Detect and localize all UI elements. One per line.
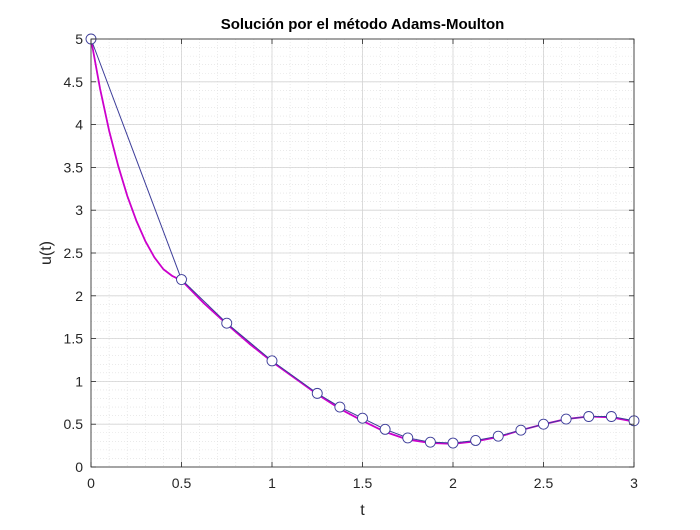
series-point	[334, 401, 346, 413]
y-tick-label: 3	[75, 202, 83, 218]
series-point	[311, 387, 323, 399]
x-tick-label: 2	[449, 475, 457, 491]
series-point	[266, 355, 278, 367]
x-tick-label: 3	[630, 475, 638, 491]
y-tick-label: 4.5	[64, 74, 84, 90]
series-point	[605, 411, 617, 422]
y-tick-label: 3.5	[64, 159, 84, 175]
series-point	[176, 274, 187, 285]
series-point	[538, 418, 549, 430]
y-tick-label: 0.5	[64, 416, 84, 432]
y-tick-label: 5	[75, 31, 83, 47]
series-point	[379, 423, 391, 435]
y-tick-label: 1	[75, 373, 83, 389]
x-tick-label: 0.5	[172, 475, 192, 491]
x-tick-label: 1	[268, 475, 276, 491]
y-tick-label: 0	[75, 459, 83, 475]
series-point	[560, 413, 572, 425]
x-tick-label: 1.5	[353, 475, 373, 491]
y-tick-label: 4	[75, 117, 83, 133]
y-tick-label: 2	[75, 288, 83, 304]
series-layer	[85, 33, 640, 449]
series-point	[492, 430, 504, 442]
series-point	[583, 411, 595, 422]
series-point	[402, 432, 414, 444]
y-tick-label: 1.5	[64, 331, 84, 347]
tick-labels: 0 0.5 1 1.5 2 2.5 3 0 0.5 1 1.5 2 2.5 3 3.5 4 4.5 5	[64, 31, 639, 491]
series-point	[221, 317, 233, 329]
series-point	[470, 435, 482, 446]
series-point	[357, 412, 368, 424]
series-point	[515, 424, 527, 436]
ticks	[90, 38, 635, 468]
series-point	[424, 436, 436, 448]
x-tick-label: 2.5	[534, 475, 554, 491]
y-axis-label: u(t)	[38, 241, 55, 265]
chart-title: Solución por el método Adams-Moulton	[221, 16, 505, 33]
y-tick-label: 2.5	[64, 245, 84, 261]
x-tick-label: 0	[87, 475, 95, 491]
x-axis-label: t	[360, 502, 365, 519]
series-point	[447, 437, 459, 449]
